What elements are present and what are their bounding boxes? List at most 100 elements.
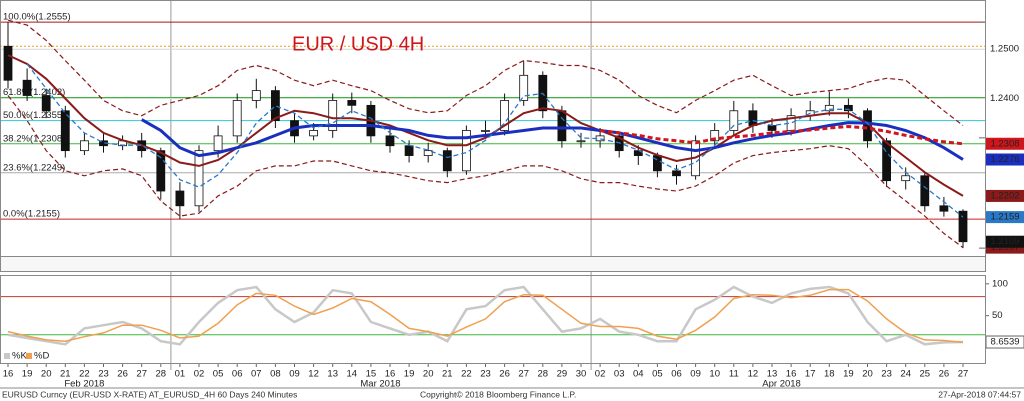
candle-body: [251, 90, 261, 101]
x-tick-label: 23: [881, 369, 892, 380]
x-tick-label: 19: [22, 369, 33, 380]
candle-body: [175, 190, 185, 207]
value-box: [986, 137, 1024, 150]
series-line: [599, 124, 964, 146]
value-box: [986, 211, 1024, 224]
x-tick-label: 15: [366, 369, 377, 380]
candle-body: [3, 45, 13, 81]
x-tick-label: 27: [518, 369, 529, 380]
series-line: [140, 118, 964, 161]
candle-body: [920, 175, 930, 207]
candle-body: [939, 205, 949, 212]
x-tick-label: 02: [595, 369, 606, 380]
series-line: [7, 95, 964, 249]
candle-body: [595, 135, 605, 142]
x-tick-label: 26: [939, 369, 950, 380]
series-line: [7, 288, 964, 344]
candle-body: [748, 110, 758, 126]
y-tick-label: 1.2400: [990, 93, 1019, 104]
fib-label: 0.0%(1.2155): [3, 209, 60, 220]
footer-right: 27-Apr-2018 07:44:57: [938, 389, 1021, 399]
fib-label: 100.0%(1.2555): [3, 12, 71, 23]
footer-center: Copyright© 2018 Bloomberg Finance L.P.: [420, 389, 576, 399]
candle-body: [60, 110, 70, 152]
x-tick-label: 28: [156, 369, 167, 380]
x-tick-label: 01: [175, 369, 186, 380]
series-line: [7, 54, 964, 197]
candle-body: [41, 95, 51, 112]
x-tick-label: 27: [958, 369, 969, 380]
x-tick-label: 23: [98, 369, 109, 380]
candle-body: [156, 150, 166, 192]
candle-body: [863, 110, 872, 142]
series-line: [7, 285, 964, 346]
x-tick-label: 16: [385, 369, 396, 380]
x-tick-label: 25: [920, 369, 931, 380]
value-box-label: 1.2202: [990, 190, 1019, 201]
legend-text: %D: [34, 351, 49, 362]
x-tick-label: 26: [117, 369, 128, 380]
x-tick-label: 13: [767, 369, 778, 380]
fib-label: 61.8%(1.2402): [3, 87, 65, 98]
candle-body: [80, 140, 89, 152]
x-tick-label: 03: [614, 369, 625, 380]
candle-body: [901, 175, 911, 182]
candle-body: [557, 110, 567, 142]
x-tick-label: 20: [423, 369, 434, 380]
x-tick-label: 21: [60, 369, 71, 380]
x-tick-label: 09: [289, 369, 300, 380]
x-tick-label: 06: [232, 369, 243, 380]
x-tick-label: 19: [843, 369, 854, 380]
candle-body: [710, 130, 720, 142]
x-tick-label: 17: [805, 369, 816, 380]
candle-body: [882, 140, 891, 182]
x-tick-label: 07: [251, 369, 262, 380]
stoch-frame: [0, 275, 986, 364]
value-box-label: 8.6539: [990, 337, 1019, 348]
candle-body: [767, 125, 777, 131]
month-label: Feb 2018: [64, 379, 104, 390]
x-tick-label: 05: [213, 369, 224, 380]
candle-body: [958, 210, 968, 243]
value-box-label: 1.2276: [990, 154, 1019, 165]
y-tick-label: 1.2500: [990, 44, 1019, 55]
candle-body: [232, 100, 242, 137]
x-tick-label: 21: [442, 369, 453, 380]
footer-left: EURUSD Curncy (EUR-USD X-RATE) AT_EURUSD…: [2, 389, 297, 399]
x-tick-label: 16: [3, 369, 14, 380]
x-tick-label: 30: [576, 369, 587, 380]
stoch-tick-label: 100: [992, 278, 1008, 289]
x-tick-label: 22: [79, 369, 90, 380]
x-tick-label: 11: [729, 369, 739, 380]
candle-body: [404, 145, 414, 156]
candle-body: [481, 130, 490, 132]
x-tick-label: 12: [748, 369, 759, 380]
x-tick-label: 23: [480, 369, 491, 380]
value-box-label: 1.2308: [990, 138, 1019, 149]
x-tick-label: 19: [404, 369, 415, 380]
x-tick-label: 13: [327, 369, 338, 380]
legend-frame: [0, 256, 986, 272]
legend-swatch: [4, 353, 10, 359]
candle-body: [22, 79, 32, 96]
x-tick-label: 20: [862, 369, 873, 380]
value-box: [986, 153, 1024, 166]
candle-body: [213, 135, 223, 152]
x-tick-label: 02: [194, 369, 205, 380]
x-tick-label: 06: [671, 369, 682, 380]
candle-body: [385, 135, 395, 147]
candle-body: [844, 104, 853, 112]
chart-title: EUR / USD 4H: [292, 33, 424, 55]
x-tick-label: 20: [41, 369, 52, 380]
x-tick-label: 29: [557, 369, 568, 380]
candle-body: [423, 150, 433, 156]
candle-body: [519, 74, 529, 101]
candle-body: [270, 90, 280, 122]
value-box: [986, 189, 1024, 202]
value-box-label: 1.2109: [990, 236, 1019, 247]
fib-label: 23.6%(1.2249): [3, 162, 65, 173]
month-label: Apr 2018: [762, 379, 801, 390]
x-tick-label: 05: [652, 369, 663, 380]
x-tick-label: 18: [824, 369, 835, 380]
